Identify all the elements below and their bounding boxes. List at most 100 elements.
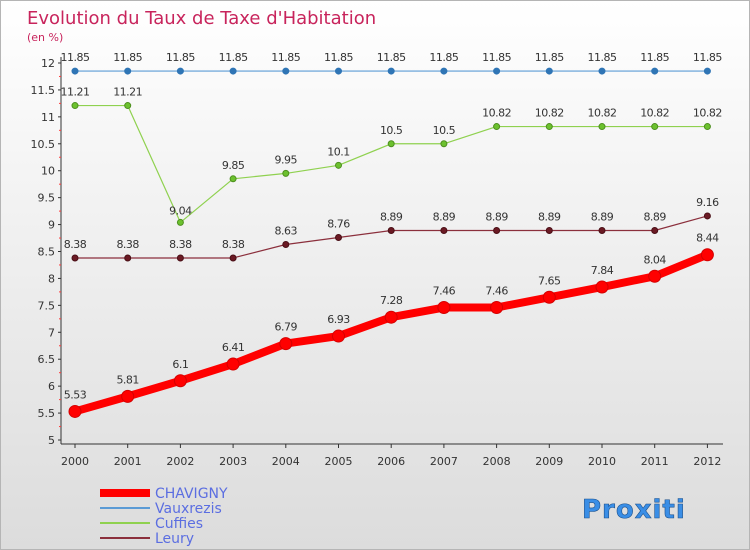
- data-label: 6.79: [275, 321, 298, 334]
- data-point: [176, 67, 184, 75]
- data-label: 7.46: [433, 285, 456, 298]
- proxiti-logo: Proxiti: [582, 495, 686, 526]
- data-label: 8.89: [591, 210, 614, 223]
- data-label: 10.82: [535, 107, 564, 120]
- data-label: 9.16: [696, 196, 719, 209]
- y-tick-label: 9: [48, 219, 55, 232]
- axes: 5 5.5 6 6.5 7 7.5 8 8.5 9 9.5 10 10.5 11 11.5 12 2000 20…: [31, 57, 723, 468]
- series-cuffies: 11.21 11.21 9.04 9.85 9.95 10.1 10.5 10.5 10.82 1…: [61, 86, 722, 226]
- data-point: [598, 226, 606, 234]
- data-point: [173, 374, 187, 388]
- data-point: [229, 175, 237, 183]
- y-tick-label: 5: [48, 434, 55, 447]
- data-label: 11.21: [61, 86, 90, 99]
- data-point: [598, 123, 606, 131]
- y-tick-label: 11.5: [31, 84, 56, 97]
- data-label: 11.21: [113, 86, 142, 99]
- data-point: [545, 226, 553, 234]
- y-tick-label: 11: [41, 111, 55, 124]
- data-label: 8.89: [380, 210, 403, 223]
- data-point: [229, 67, 237, 75]
- y-tick-label: 7: [48, 326, 55, 339]
- x-tick-label: 2011: [641, 455, 669, 468]
- data-point: [440, 67, 448, 75]
- legend-item: Leury: [100, 531, 194, 547]
- y-tick-label: 7.5: [38, 299, 56, 312]
- data-point: [279, 337, 293, 351]
- data-label: 10.82: [482, 107, 511, 120]
- data-label: 11.85: [61, 51, 90, 64]
- data-label: 11.85: [429, 51, 458, 64]
- data-label: 10.5: [380, 124, 403, 137]
- data-point: [493, 123, 501, 131]
- legend-label: Leury: [155, 531, 194, 547]
- x-tick-label: 2012: [693, 455, 721, 468]
- logo-text: Proxiti: [582, 495, 686, 525]
- series-vauxrezis: 11.85 11.85 11.85 11.85 11.85 11.85 11.85 11.85…: [61, 51, 723, 75]
- data-point: [335, 161, 342, 169]
- data-label: 11.85: [113, 51, 142, 64]
- data-label: 11.85: [219, 51, 248, 64]
- data-label: 8.76: [327, 217, 350, 230]
- data-point: [595, 280, 609, 294]
- data-label: 11.85: [271, 51, 300, 64]
- data-point: [545, 67, 553, 75]
- data-label: 8.89: [643, 210, 666, 223]
- chart-subtitle: (en %): [27, 31, 63, 44]
- data-point: [440, 226, 448, 234]
- y-tick-label: 10.5: [31, 138, 56, 151]
- data-label: 8.63: [275, 224, 298, 237]
- series-layer: 11.85 11.85 11.85 11.85 11.85 11.85 11.85 11.85…: [61, 51, 723, 418]
- data-point: [282, 67, 290, 75]
- data-point: [282, 169, 290, 177]
- x-tick-label: 2008: [483, 455, 511, 468]
- data-label: 7.46: [485, 285, 508, 298]
- data-point: [387, 140, 395, 148]
- data-point: [335, 67, 342, 75]
- data-label: 7.65: [538, 274, 561, 287]
- data-label: 8.38: [222, 238, 245, 251]
- y-tick-label: 6.5: [38, 353, 56, 366]
- data-label: 10.82: [693, 107, 722, 120]
- chart-title: Evolution du Taux de Taxe d'Habitation: [27, 8, 376, 29]
- data-label: 8.38: [116, 238, 139, 251]
- data-point: [387, 67, 395, 75]
- x-tick-label: 2007: [430, 455, 458, 468]
- data-point: [703, 67, 711, 75]
- series-chavigny: 5.53 5.81 6.1 6.41 6.79 6.93 7.28 7.46 7.46 7.65 7…: [64, 232, 720, 418]
- legend-label: Vauxrezis: [155, 501, 222, 517]
- data-label: 5.81: [116, 373, 139, 386]
- data-label: 11.85: [535, 51, 564, 64]
- data-label: 10.1: [327, 145, 350, 158]
- data-point: [598, 67, 606, 75]
- y-tick-label: 5.5: [38, 407, 56, 420]
- data-point: [648, 269, 662, 283]
- x-tick-label: 2005: [325, 455, 353, 468]
- data-point: [703, 123, 711, 131]
- data-point: [384, 310, 398, 324]
- data-label: 6.1: [172, 358, 188, 371]
- data-label: 9.95: [275, 153, 298, 166]
- data-point: [651, 226, 659, 234]
- data-point: [700, 248, 714, 262]
- data-point: [71, 254, 79, 262]
- x-tick-label: 2003: [219, 455, 247, 468]
- data-label: 8.89: [485, 210, 508, 223]
- y-tick-label: 6: [48, 380, 55, 393]
- x-tick-label: 2010: [588, 455, 616, 468]
- data-label: 7.28: [380, 294, 403, 307]
- x-tick-label: 2002: [166, 455, 194, 468]
- data-label: 11.85: [640, 51, 669, 64]
- data-label: 8.89: [538, 210, 561, 223]
- data-point: [437, 301, 451, 315]
- legend-item: Cuffies: [100, 516, 203, 532]
- data-label: 5.53: [64, 388, 87, 401]
- data-label: 11.85: [377, 51, 406, 64]
- data-point: [121, 389, 135, 403]
- x-tick-label: 2006: [377, 455, 405, 468]
- y-tick-label: 9.5: [38, 192, 56, 205]
- data-point: [335, 233, 342, 241]
